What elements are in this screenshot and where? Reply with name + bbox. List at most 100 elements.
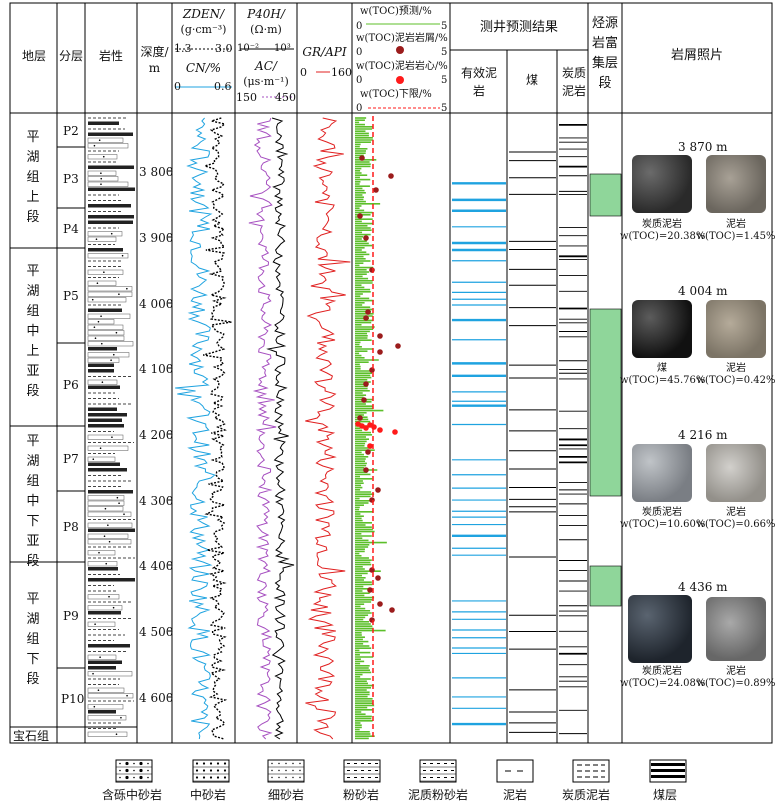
litho-coal <box>88 578 135 582</box>
litho-sand <box>87 231 123 237</box>
litho-dot <box>95 238 98 240</box>
litho-dot <box>112 353 115 356</box>
litho-sand <box>87 671 133 677</box>
legend-mark <box>299 762 301 765</box>
toc-core-point <box>371 424 377 430</box>
layer-p7: P7 <box>63 452 79 466</box>
toc-cutting-point <box>363 235 369 241</box>
legend-mark <box>299 769 301 772</box>
litho-dot <box>116 496 119 499</box>
litho-sand <box>87 500 125 506</box>
legend-mark <box>285 776 287 779</box>
legend-mark <box>139 775 143 780</box>
litho-dot <box>103 271 105 274</box>
toc-cutting-point <box>369 367 375 373</box>
toc-cutting-point <box>377 333 383 339</box>
litho-coal <box>88 220 133 224</box>
legend-box <box>496 759 534 783</box>
legend-mark <box>223 769 227 772</box>
toc-core-point <box>377 427 383 433</box>
legend-mark <box>133 769 135 772</box>
legend-mark <box>147 762 149 765</box>
litho-sand <box>87 715 127 721</box>
depth-4000: 4 000 <box>139 297 174 311</box>
litho-dot <box>123 513 125 515</box>
legend-mark <box>195 776 199 779</box>
legend-mark <box>139 768 143 773</box>
litho-dot <box>99 656 101 658</box>
depth-4500: 4 500 <box>139 625 174 639</box>
source-rich-band <box>589 173 622 217</box>
toc-cutting-point <box>363 381 369 387</box>
toc-cutting-point <box>365 309 371 315</box>
photo-cap-left: 煤 <box>657 363 667 374</box>
legend-mark <box>299 776 301 779</box>
toc-cutting-point <box>363 315 369 321</box>
litho-sand <box>87 357 120 363</box>
litho-dot <box>92 458 95 461</box>
zden-max: 3.0 <box>215 42 233 55</box>
litho-sand <box>87 550 116 556</box>
zden-unit: (g·cm⁻³) <box>180 23 227 36</box>
toc-lim-max: 5 <box>441 103 448 114</box>
litho-sand <box>87 511 132 517</box>
toc-cutting-point <box>367 587 373 593</box>
litho-coal <box>88 710 116 714</box>
legend-mark <box>216 776 220 779</box>
litho-sand <box>87 495 125 501</box>
toc-cutting-point <box>375 575 381 581</box>
layer-p9: P9 <box>63 609 79 623</box>
lithology-header: 岩性 <box>98 49 123 63</box>
depth-header-1: 深度/ <box>140 45 169 59</box>
source-rich-band <box>589 308 622 497</box>
litho-sand <box>87 594 120 600</box>
legend-siltstone: 粉砂岩 <box>343 788 380 802</box>
litho-coal <box>88 308 122 312</box>
pred-carb-header: 炭质泥岩 <box>561 66 586 98</box>
litho-coal <box>88 369 114 373</box>
litho-dot <box>108 540 111 543</box>
source-rich-header: 烃源岩富集层段 <box>592 16 619 91</box>
litho-coal <box>88 424 124 428</box>
photo-cap-right: 泥岩 <box>726 219 746 230</box>
legend-mark <box>209 762 213 765</box>
legend-symbol <box>115 759 153 783</box>
photo-cap-right: 泥岩 <box>726 363 746 374</box>
litho-dot <box>107 524 109 526</box>
toc-cutting-point <box>363 467 369 473</box>
legend-symbol <box>419 759 457 783</box>
litho-dot <box>101 381 104 384</box>
layer-p8: P8 <box>63 520 79 534</box>
litho-dot <box>91 298 94 301</box>
legend-mark <box>285 762 287 765</box>
legend-mark <box>195 762 199 765</box>
toc-core-label: w(TOC)泥岩岩心/% <box>356 61 448 72</box>
depth-3800: 3 800 <box>139 165 174 179</box>
depth-4300: 4 300 <box>139 494 174 508</box>
toc-cutting-point <box>369 267 375 273</box>
toc-cutting-point <box>369 617 375 623</box>
toc-pred-max: 5 <box>441 21 448 32</box>
toc-cutting-point <box>389 607 395 613</box>
litho-sand <box>87 280 117 286</box>
litho-dot <box>93 326 96 329</box>
toc-pred-min: 0 <box>356 21 363 32</box>
legend-mark <box>119 776 121 779</box>
layer-header: 分层 <box>58 49 83 63</box>
litho-sand <box>87 522 133 528</box>
legend-mark <box>285 769 287 772</box>
litho-dot <box>118 293 120 296</box>
photo-mudstone <box>706 597 766 661</box>
p40h-label: P40H/ <box>247 7 285 21</box>
prediction-header: 测井预测结果 <box>479 20 558 35</box>
litho-dot <box>110 359 112 362</box>
photo-carb-mudstone <box>632 155 692 213</box>
litho-dot <box>93 705 96 708</box>
litho-dot <box>96 282 99 285</box>
legend-mark <box>223 762 227 765</box>
p40h-unit: (Ω·m) <box>250 23 282 36</box>
toc-cutting-point <box>369 567 375 573</box>
p40h-curve <box>266 117 295 740</box>
litho-sand <box>87 324 124 330</box>
cn-curve <box>175 117 216 740</box>
